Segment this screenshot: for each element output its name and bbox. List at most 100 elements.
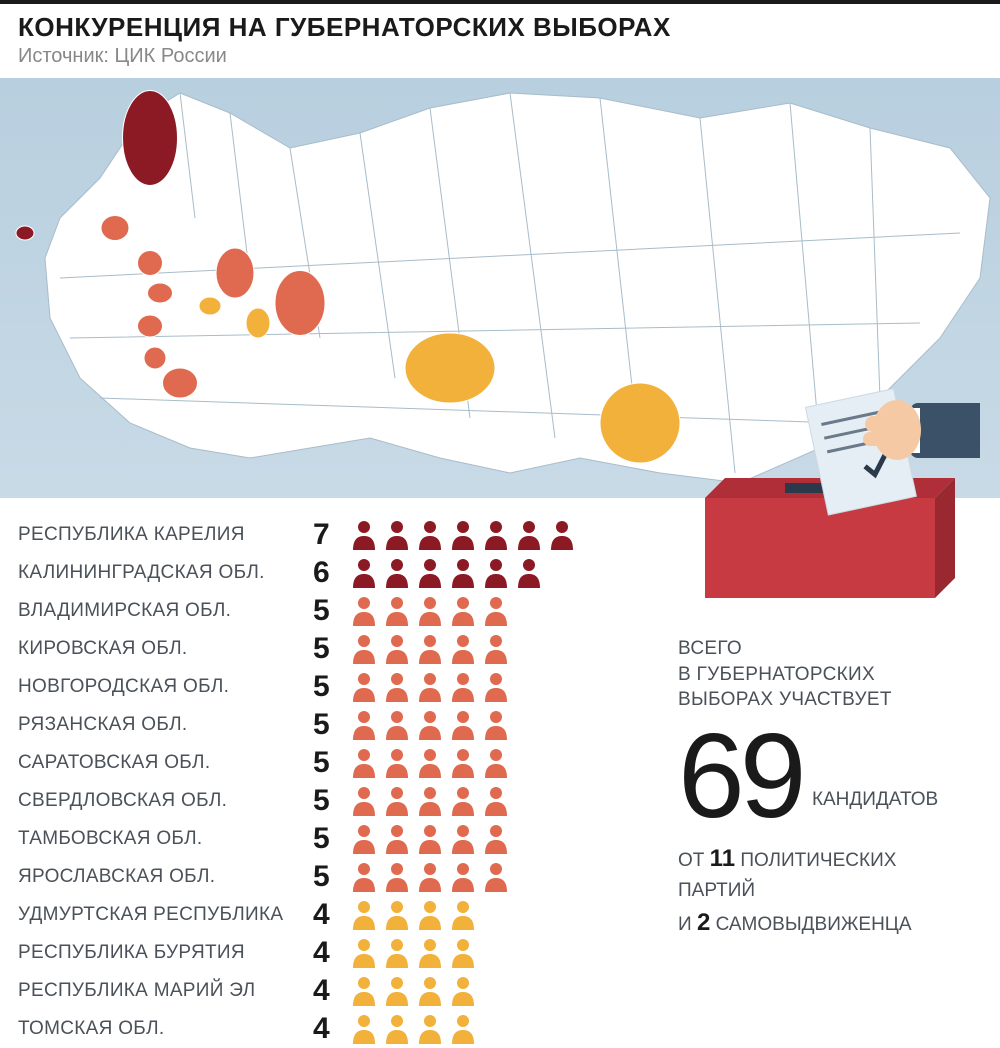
independents-line: И 2 САМОВЫДВИЖЕНЦА	[678, 905, 982, 941]
person-icon	[483, 672, 509, 702]
person-icon	[351, 520, 377, 550]
person-icon	[417, 672, 443, 702]
region-count: 4	[313, 1012, 351, 1046]
person-icon	[450, 748, 476, 778]
region-row: УДМУРТСКАЯ РЕСПУБЛИКА4	[18, 896, 658, 934]
map-region-mariel	[199, 297, 221, 315]
person-icon	[384, 520, 410, 550]
region-row: НОВГОРОДСКАЯ ОБЛ.5	[18, 668, 658, 706]
region-name: РЕСПУБЛИКА БУРЯТИЯ	[18, 942, 313, 964]
person-icon	[450, 862, 476, 892]
person-icon	[483, 596, 509, 626]
person-icon	[483, 558, 509, 588]
people-icons	[351, 976, 476, 1006]
map-region-kaliningrad	[16, 226, 34, 240]
person-icon	[450, 1014, 476, 1044]
person-icon	[450, 824, 476, 854]
page-title: КОНКУРЕНЦИЯ НА ГУБЕРНАТОРСКИХ ВЫБОРАХ	[18, 12, 982, 43]
region-row: ВЛАДИМИРСКАЯ ОБЛ.5	[18, 592, 658, 630]
person-icon	[417, 786, 443, 816]
region-count: 7	[313, 518, 351, 552]
person-icon	[516, 558, 542, 588]
text: И	[678, 914, 692, 935]
region-name: РЕСПУБЛИКА КАРЕЛИЯ	[18, 524, 313, 546]
people-icons	[351, 900, 476, 930]
region-name: КИРОВСКАЯ ОБЛ.	[18, 638, 313, 660]
person-icon	[417, 900, 443, 930]
person-icon	[483, 710, 509, 740]
person-icon	[351, 596, 377, 626]
people-icons	[351, 520, 575, 550]
person-icon	[384, 596, 410, 626]
person-icon	[417, 710, 443, 740]
text: ПОЛИТИЧЕСКИХ	[740, 850, 896, 871]
region-name: СВЕРДЛОВСКАЯ ОБЛ.	[18, 790, 313, 812]
region-row: САРАТОВСКАЯ ОБЛ.5	[18, 744, 658, 782]
person-icon	[384, 938, 410, 968]
region-count: 5	[313, 670, 351, 704]
region-name: САРАТОВСКАЯ ОБЛ.	[18, 752, 313, 774]
person-icon	[483, 824, 509, 854]
text: САМОВЫДВИЖЕНЦА	[716, 914, 912, 935]
region-row: ЯРОСЛАВСКАЯ ОБЛ.5	[18, 858, 658, 896]
person-icon	[450, 786, 476, 816]
person-icon	[417, 748, 443, 778]
regions-list: РЕСПУБЛИКА КАРЕЛИЯ7 КАЛИНИНГРАДСКАЯ ОБЛ.…	[18, 516, 658, 1048]
person-icon	[384, 862, 410, 892]
people-icons	[351, 824, 509, 854]
total-candidates-number: 69	[678, 719, 801, 833]
map-region-vladimir	[148, 283, 173, 303]
total-candidates-label: КАНДИДАТОВ	[812, 789, 938, 811]
people-icons	[351, 634, 509, 664]
people-icons	[351, 558, 542, 588]
map-region-saratov	[163, 368, 198, 398]
person-icon	[549, 520, 575, 550]
region-row: КАЛИНИНГРАДСКАЯ ОБЛ.6	[18, 554, 658, 592]
region-name: ТОМСКАЯ ОБЛ.	[18, 1018, 313, 1040]
map-region-kirov	[216, 248, 254, 298]
people-icons	[351, 938, 476, 968]
person-icon	[384, 748, 410, 778]
region-row: РЯЗАНСКАЯ ОБЛ.5	[18, 706, 658, 744]
people-icons	[351, 596, 509, 626]
region-name: РЕСПУБЛИКА МАРИЙ ЭЛ	[18, 980, 313, 1002]
region-name: ЯРОСЛАВСКАЯ ОБЛ.	[18, 866, 313, 888]
person-icon	[417, 938, 443, 968]
person-icon	[417, 862, 443, 892]
person-icon	[417, 634, 443, 664]
source-label: Источник: ЦИК России	[18, 45, 982, 68]
region-count: 6	[313, 556, 351, 590]
summary-line: В ГУБЕРНАТОРСКИХ	[678, 662, 982, 688]
person-icon	[417, 596, 443, 626]
region-name: РЯЗАНСКАЯ ОБЛ.	[18, 714, 313, 736]
person-icon	[483, 862, 509, 892]
region-name: НОВГОРОДСКАЯ ОБЛ.	[18, 676, 313, 698]
person-icon	[351, 1014, 377, 1044]
people-icons	[351, 672, 509, 702]
region-count: 5	[313, 822, 351, 856]
person-icon	[351, 862, 377, 892]
person-icon	[417, 976, 443, 1006]
person-icon	[351, 938, 377, 968]
person-icon	[351, 634, 377, 664]
person-icon	[450, 596, 476, 626]
region-row: РЕСПУБЛИКА МАРИЙ ЭЛ4	[18, 972, 658, 1010]
person-icon	[450, 634, 476, 664]
person-icon	[516, 520, 542, 550]
summary-line: ВСЕГО	[678, 636, 982, 662]
header: КОНКУРЕНЦИЯ НА ГУБЕРНАТОРСКИХ ВЫБОРАХ Ис…	[0, 0, 1000, 72]
region-count: 5	[313, 632, 351, 666]
people-icons	[351, 786, 509, 816]
map-region-karelia	[123, 91, 178, 186]
person-icon	[417, 1014, 443, 1044]
person-icon	[483, 748, 509, 778]
people-icons	[351, 748, 509, 778]
person-icon	[417, 824, 443, 854]
map-area	[0, 78, 1000, 498]
people-icons	[351, 710, 509, 740]
person-icon	[450, 900, 476, 930]
person-icon	[450, 520, 476, 550]
parties-line: ОТ 11 ПОЛИТИЧЕСКИХ	[678, 841, 982, 877]
region-name: ТАМБОВСКАЯ ОБЛ.	[18, 828, 313, 850]
person-icon	[450, 672, 476, 702]
